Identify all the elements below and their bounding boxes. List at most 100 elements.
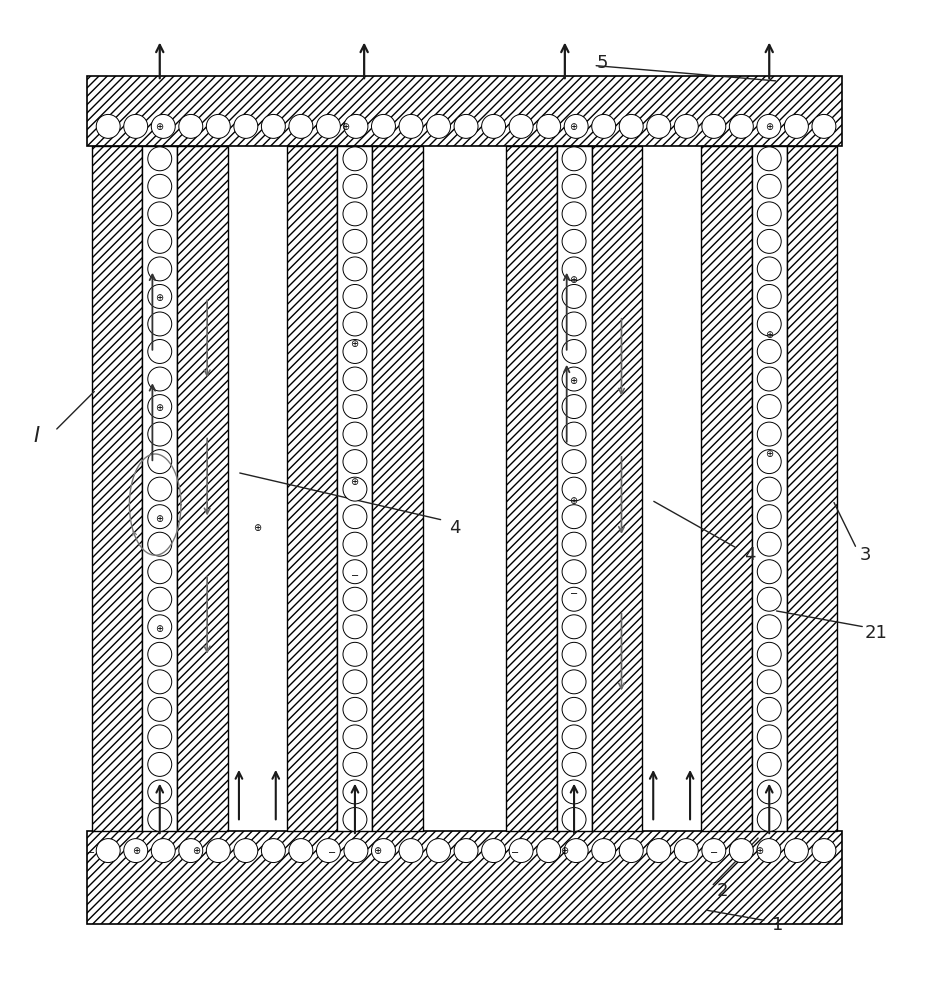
Circle shape bbox=[343, 114, 367, 138]
Circle shape bbox=[561, 642, 586, 666]
Circle shape bbox=[674, 114, 698, 138]
Circle shape bbox=[756, 202, 780, 226]
Circle shape bbox=[619, 839, 642, 863]
Bar bbox=[142, 146, 177, 831]
Circle shape bbox=[261, 839, 285, 863]
Bar bbox=[227, 146, 287, 831]
Text: $\oplus$: $\oplus$ bbox=[569, 121, 578, 132]
Circle shape bbox=[148, 670, 172, 694]
Circle shape bbox=[342, 532, 367, 556]
Text: $\oplus$: $\oplus$ bbox=[155, 513, 164, 524]
Text: $\oplus$: $\oplus$ bbox=[155, 623, 164, 634]
Bar bbox=[701, 146, 751, 831]
Circle shape bbox=[148, 312, 172, 336]
Bar bbox=[92, 146, 142, 831]
Circle shape bbox=[148, 202, 172, 226]
Circle shape bbox=[561, 477, 586, 501]
Circle shape bbox=[148, 257, 172, 281]
Circle shape bbox=[701, 114, 725, 138]
Circle shape bbox=[123, 839, 148, 863]
Circle shape bbox=[756, 725, 780, 749]
Circle shape bbox=[756, 340, 780, 363]
Circle shape bbox=[342, 808, 367, 831]
Circle shape bbox=[756, 780, 780, 804]
Text: 1: 1 bbox=[771, 916, 782, 934]
Text: I: I bbox=[33, 426, 39, 446]
Bar bbox=[506, 146, 556, 831]
Circle shape bbox=[561, 147, 586, 171]
Circle shape bbox=[481, 839, 505, 863]
Circle shape bbox=[342, 477, 367, 501]
Circle shape bbox=[234, 114, 258, 138]
Text: $-$: $-$ bbox=[86, 846, 96, 856]
Bar bbox=[87, 831, 841, 924]
Circle shape bbox=[561, 367, 586, 391]
Circle shape bbox=[343, 839, 367, 863]
Circle shape bbox=[561, 395, 586, 419]
Bar bbox=[641, 146, 701, 831]
Bar bbox=[751, 146, 786, 831]
Circle shape bbox=[756, 312, 780, 336]
Text: $\oplus$: $\oplus$ bbox=[350, 476, 359, 487]
Circle shape bbox=[591, 114, 615, 138]
Circle shape bbox=[342, 340, 367, 363]
Text: $\oplus$: $\oplus$ bbox=[560, 845, 569, 856]
Bar bbox=[591, 146, 641, 831]
Circle shape bbox=[206, 114, 230, 138]
Circle shape bbox=[728, 114, 753, 138]
Circle shape bbox=[148, 752, 172, 776]
Text: $-$: $-$ bbox=[350, 569, 359, 579]
Circle shape bbox=[561, 174, 586, 198]
Bar bbox=[786, 146, 836, 831]
Text: $\oplus$: $\oplus$ bbox=[132, 845, 141, 856]
Circle shape bbox=[561, 725, 586, 749]
Circle shape bbox=[342, 697, 367, 721]
Text: $\oplus$: $\oplus$ bbox=[155, 292, 164, 303]
Text: 4: 4 bbox=[449, 519, 460, 537]
Circle shape bbox=[148, 725, 172, 749]
Circle shape bbox=[342, 284, 367, 308]
Circle shape bbox=[536, 839, 560, 863]
Circle shape bbox=[561, 697, 586, 721]
Circle shape bbox=[371, 839, 395, 863]
Circle shape bbox=[756, 395, 780, 419]
Circle shape bbox=[151, 114, 175, 138]
Circle shape bbox=[289, 114, 313, 138]
Circle shape bbox=[811, 839, 835, 863]
Circle shape bbox=[123, 114, 148, 138]
Bar bbox=[556, 146, 591, 831]
Circle shape bbox=[342, 642, 367, 666]
Circle shape bbox=[756, 560, 780, 584]
Circle shape bbox=[756, 114, 780, 138]
Circle shape bbox=[148, 615, 172, 639]
Circle shape bbox=[591, 839, 615, 863]
Circle shape bbox=[756, 367, 780, 391]
Circle shape bbox=[342, 257, 367, 281]
Circle shape bbox=[646, 839, 670, 863]
Circle shape bbox=[148, 367, 172, 391]
Circle shape bbox=[756, 642, 780, 666]
Circle shape bbox=[342, 587, 367, 611]
Circle shape bbox=[561, 752, 586, 776]
Circle shape bbox=[261, 114, 285, 138]
Circle shape bbox=[756, 532, 780, 556]
Circle shape bbox=[756, 174, 780, 198]
Circle shape bbox=[561, 587, 586, 611]
Circle shape bbox=[342, 174, 367, 198]
Circle shape bbox=[563, 839, 587, 863]
Circle shape bbox=[342, 147, 367, 171]
Text: 5: 5 bbox=[596, 54, 608, 72]
Circle shape bbox=[783, 839, 807, 863]
Circle shape bbox=[536, 114, 560, 138]
Circle shape bbox=[148, 422, 172, 446]
Circle shape bbox=[426, 114, 450, 138]
Circle shape bbox=[97, 114, 120, 138]
Circle shape bbox=[148, 340, 172, 363]
Circle shape bbox=[342, 560, 367, 584]
Bar bbox=[87, 76, 841, 146]
Circle shape bbox=[756, 505, 780, 529]
Circle shape bbox=[148, 505, 172, 529]
Circle shape bbox=[148, 395, 172, 419]
Circle shape bbox=[563, 114, 587, 138]
Circle shape bbox=[756, 839, 780, 863]
